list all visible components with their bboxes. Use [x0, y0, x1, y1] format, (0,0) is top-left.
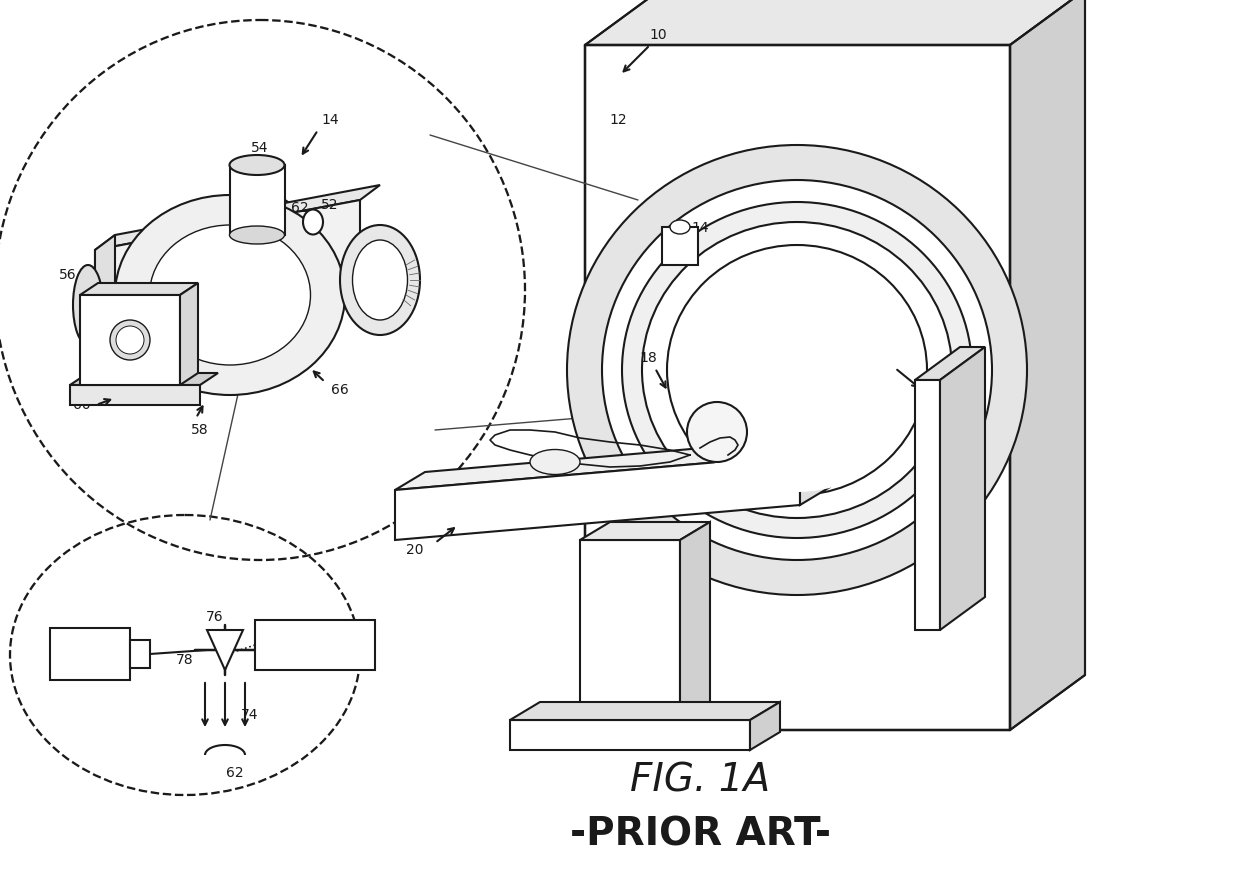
- Polygon shape: [95, 285, 379, 350]
- Polygon shape: [180, 283, 198, 385]
- Text: 12: 12: [609, 113, 626, 127]
- Ellipse shape: [567, 145, 1027, 595]
- Polygon shape: [1008, 368, 1027, 372]
- Ellipse shape: [73, 265, 103, 345]
- Polygon shape: [915, 347, 985, 380]
- Text: 14: 14: [691, 221, 709, 235]
- Polygon shape: [587, 600, 1008, 728]
- Text: 18: 18: [639, 351, 657, 365]
- Text: 10: 10: [650, 28, 667, 42]
- Text: 20: 20: [407, 543, 424, 557]
- Polygon shape: [1011, 0, 1085, 730]
- Text: 62: 62: [226, 766, 244, 780]
- Polygon shape: [396, 455, 800, 540]
- Polygon shape: [255, 620, 374, 670]
- Text: 74: 74: [242, 708, 259, 722]
- Polygon shape: [69, 385, 200, 405]
- Ellipse shape: [110, 320, 150, 360]
- Ellipse shape: [622, 202, 972, 538]
- Text: 16: 16: [883, 351, 901, 365]
- Ellipse shape: [117, 326, 144, 354]
- Polygon shape: [396, 437, 830, 490]
- Text: 54: 54: [252, 141, 269, 155]
- Text: 52: 52: [321, 198, 339, 212]
- Text: FIG. 1A: FIG. 1A: [630, 761, 770, 799]
- Text: 64: 64: [326, 263, 343, 277]
- Polygon shape: [81, 283, 198, 295]
- Polygon shape: [510, 720, 750, 750]
- Ellipse shape: [352, 240, 408, 320]
- Ellipse shape: [670, 220, 689, 234]
- Text: MOTOR: MOTOR: [286, 638, 343, 653]
- Polygon shape: [585, 0, 1085, 45]
- Text: 56: 56: [60, 268, 77, 282]
- Text: 14: 14: [321, 113, 339, 127]
- Circle shape: [687, 402, 746, 462]
- Polygon shape: [940, 347, 985, 630]
- Ellipse shape: [150, 225, 310, 365]
- Ellipse shape: [670, 248, 925, 492]
- Polygon shape: [567, 140, 587, 600]
- Ellipse shape: [229, 155, 284, 175]
- Ellipse shape: [642, 222, 952, 518]
- Ellipse shape: [667, 245, 928, 495]
- Ellipse shape: [601, 180, 992, 560]
- Ellipse shape: [303, 210, 322, 234]
- FancyBboxPatch shape: [229, 165, 285, 235]
- Text: 62: 62: [291, 201, 309, 215]
- Text: 58: 58: [191, 423, 208, 437]
- Text: 66: 66: [331, 383, 348, 397]
- Polygon shape: [580, 540, 680, 720]
- Text: 60: 60: [73, 398, 91, 412]
- Polygon shape: [207, 630, 243, 670]
- Polygon shape: [130, 640, 150, 668]
- Polygon shape: [680, 522, 711, 720]
- Polygon shape: [587, 47, 1008, 140]
- FancyBboxPatch shape: [662, 227, 698, 265]
- Polygon shape: [95, 235, 115, 350]
- Text: 76: 76: [206, 610, 223, 624]
- Polygon shape: [95, 185, 379, 250]
- Text: -PRIOR ART-: -PRIOR ART-: [569, 816, 831, 854]
- Polygon shape: [915, 380, 940, 630]
- Polygon shape: [510, 702, 780, 720]
- Ellipse shape: [529, 449, 580, 475]
- Ellipse shape: [340, 225, 420, 335]
- Polygon shape: [50, 628, 130, 680]
- Polygon shape: [81, 295, 180, 385]
- Polygon shape: [580, 522, 711, 540]
- Polygon shape: [69, 373, 218, 385]
- Polygon shape: [800, 437, 830, 505]
- Ellipse shape: [229, 226, 284, 244]
- Polygon shape: [750, 702, 780, 750]
- Polygon shape: [95, 200, 360, 350]
- Text: 78: 78: [176, 653, 193, 667]
- Ellipse shape: [115, 195, 345, 395]
